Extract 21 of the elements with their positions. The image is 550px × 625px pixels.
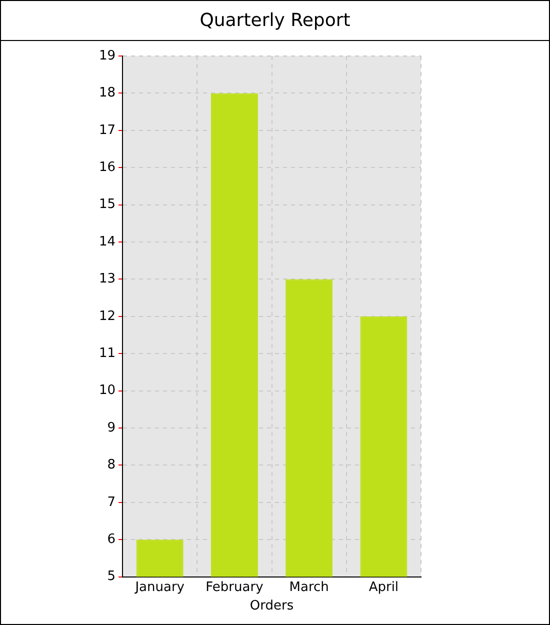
x-tick-label: February: [206, 580, 264, 595]
y-tick-label: 12: [98, 308, 116, 324]
y-tick-label: 10: [98, 383, 116, 398]
y-tick-label: 19: [98, 48, 116, 64]
y-tick-label: 17: [98, 122, 116, 138]
y-tick-label: 6: [107, 532, 116, 547]
y-tick-label: 7: [107, 494, 116, 510]
y-tick-label: 16: [98, 160, 116, 175]
y-tick-label: 14: [98, 234, 116, 250]
chart-title: Quarterly Report: [1, 1, 549, 41]
x-tick-label: April: [368, 580, 399, 595]
y-tick-label: 13: [98, 272, 116, 287]
y-tick-label: 15: [98, 197, 116, 212]
x-tick-label: March: [289, 580, 329, 595]
y-tick-label: 9: [107, 420, 116, 436]
y-tick-label: 5: [107, 569, 116, 584]
y-tick-label: 11: [98, 346, 116, 361]
x-axis-title: Orders: [250, 598, 294, 614]
x-tick-label: January: [134, 580, 185, 595]
y-tick-label: 18: [98, 86, 116, 101]
y-tick-label: 8: [107, 458, 116, 473]
